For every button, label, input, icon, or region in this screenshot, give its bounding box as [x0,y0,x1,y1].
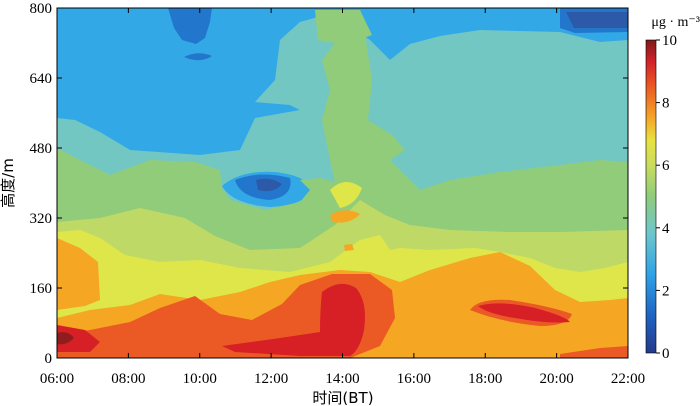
contour-level-4-5-upper [315,10,372,45]
colorbar-tick-label: 4 [662,221,670,237]
contour-level-9-10-east [478,303,570,323]
colorbar-tick-label: 8 [662,96,670,112]
x-tick-label: 12:00 [254,371,288,387]
x-tick-label: 20:00 [540,371,574,387]
x-tick-label: 18:00 [468,371,502,387]
x-tick-label: 06:00 [40,371,74,387]
colorbar-tick-label: 6 [662,158,670,174]
contour-level-over-10 [57,332,74,345]
contour-level-2-3 [57,8,628,155]
x-axis: 06:00 08:00 10:00 12:00 14:00 16:00 18:00 20:00… [40,8,645,387]
colorbar-unit-label: μg · m⁻³ [651,15,700,30]
colorbar-frame [645,39,657,354]
x-tick-label: 14:00 [325,371,359,387]
x-axis-label: 时间(BT) [312,389,373,406]
contour-layers [57,8,628,358]
contour-level-9-10-west [57,325,100,352]
y-tick-label: 160 [30,281,53,297]
y-axis: 0 160 320 480 640 800 [30,1,628,367]
colorbar-ticks: 0 2 4 6 8 10 [656,33,677,362]
contour-level-8-9-south [560,346,628,358]
contour-level-7-8-spot [330,210,360,223]
colorbar-tick-label: 2 [662,283,670,299]
y-tick-label: 480 [30,141,53,157]
contour-level-6-7-ridge [330,181,362,208]
contour-level-7-8-dot [344,244,354,251]
colorbar-tick-label: 10 [662,33,677,49]
colorbar [646,40,656,353]
y-tick-label: 640 [30,71,53,87]
x-tick-label: 10:00 [183,371,217,387]
contour-level-9-10 [222,283,365,356]
contour-level-0-1-a [256,178,282,192]
contour-level-0-1-b [566,12,628,28]
y-tick-label: 800 [30,1,53,17]
colorbar-tick-label: 0 [662,346,670,362]
x-tick-label: 08:00 [111,371,145,387]
x-tick-label: 22:00 [611,371,645,387]
contour-level-1-2-top [168,8,212,44]
y-axis-label: 高度/m [0,158,17,208]
contour-level-1-2-a [184,53,212,61]
y-tick-label: 0 [45,351,53,367]
contour-level-7-8 [57,238,100,310]
x-tick-label: 16:00 [397,371,431,387]
y-tick-label: 320 [30,211,53,227]
